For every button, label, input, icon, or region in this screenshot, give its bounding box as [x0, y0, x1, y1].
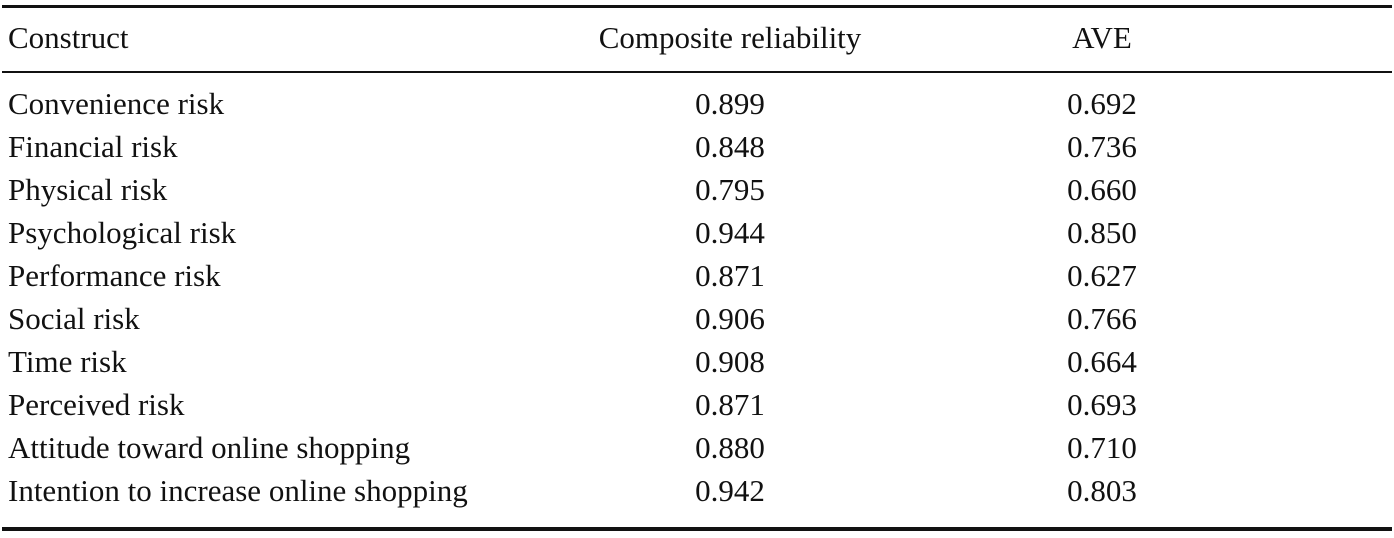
construct-cell: Time risk	[8, 344, 127, 379]
table-row: Social risk 0.906 0.766	[2, 297, 1392, 340]
header-composite-reliability: Composite reliability	[598, 20, 862, 55]
table-row: Physical risk 0.795 0.660	[2, 168, 1392, 211]
top-rule	[2, 5, 1392, 8]
composite-reliability-cell: 0.908	[695, 344, 765, 379]
composite-reliability-cell: 0.944	[695, 215, 765, 250]
construct-cell: Convenience risk	[8, 86, 225, 121]
construct-cell: Perceived risk	[8, 387, 185, 422]
table-row: Attitude toward online shopping 0.880 0.…	[2, 426, 1392, 469]
table-body: Convenience risk 0.899 0.692 Financial r…	[2, 82, 1392, 512]
table-row: Perceived risk 0.871 0.693	[2, 383, 1392, 426]
construct-cell: Attitude toward online shopping	[8, 430, 411, 465]
ave-cell: 0.693	[1067, 387, 1137, 422]
bottom-rule	[2, 527, 1392, 531]
ave-cell: 0.692	[1067, 86, 1137, 121]
construct-cell: Financial risk	[8, 129, 178, 164]
ave-cell: 0.710	[1067, 430, 1137, 465]
ave-cell: 0.766	[1067, 301, 1137, 336]
table-row: Psychological risk 0.944 0.850	[2, 211, 1392, 254]
header-ave: AVE	[1072, 20, 1132, 55]
header-construct: Construct	[8, 20, 129, 55]
construct-cell: Intention to increase online shopping	[8, 473, 468, 508]
table-row: Convenience risk 0.899 0.692	[2, 82, 1392, 125]
ave-cell: 0.664	[1067, 344, 1137, 379]
composite-reliability-cell: 0.942	[695, 473, 765, 508]
composite-reliability-cell: 0.871	[695, 387, 765, 422]
composite-reliability-cell: 0.880	[695, 430, 765, 465]
ave-cell: 0.803	[1067, 473, 1137, 508]
ave-cell: 0.627	[1067, 258, 1137, 293]
construct-cell: Physical risk	[8, 172, 168, 207]
ave-cell: 0.736	[1067, 129, 1137, 164]
ave-cell: 0.850	[1067, 215, 1137, 250]
header-rule	[2, 71, 1392, 73]
composite-reliability-cell: 0.795	[695, 172, 765, 207]
table-row: Financial risk 0.848 0.736	[2, 125, 1392, 168]
composite-reliability-cell: 0.848	[695, 129, 765, 164]
composite-reliability-cell: 0.906	[695, 301, 765, 336]
construct-cell: Social risk	[8, 301, 140, 336]
table-row: Performance risk 0.871 0.627	[2, 254, 1392, 297]
table-header-row: Construct Composite reliability AVE	[2, 16, 1392, 60]
table-row: Intention to increase online shopping 0.…	[2, 469, 1392, 512]
construct-cell: Performance risk	[8, 258, 221, 293]
construct-cell: Psychological risk	[8, 215, 237, 250]
composite-reliability-cell: 0.871	[695, 258, 765, 293]
table-row: Time risk 0.908 0.664	[2, 340, 1392, 383]
composite-reliability-cell: 0.899	[695, 86, 765, 121]
ave-cell: 0.660	[1067, 172, 1137, 207]
